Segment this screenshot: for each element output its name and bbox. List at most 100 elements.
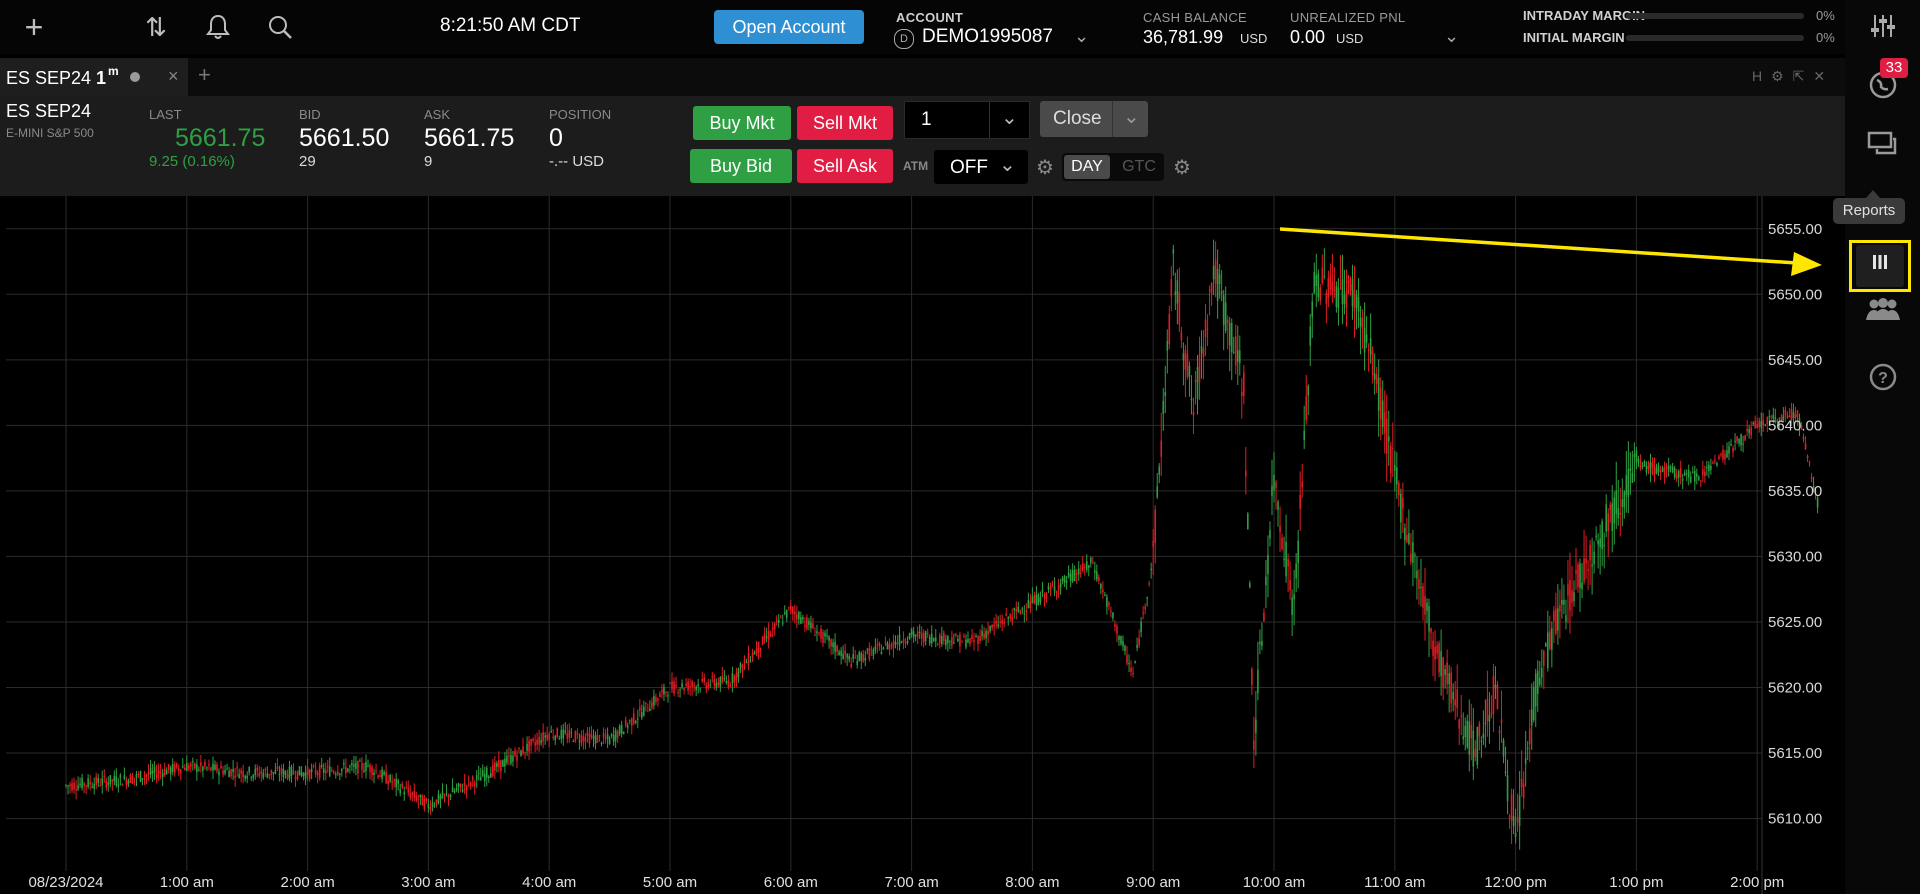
candle-body xyxy=(522,746,524,754)
users-icon[interactable] xyxy=(1845,296,1920,331)
close-chevron-down-icon[interactable]: ⌄ xyxy=(1123,106,1140,128)
candle-body xyxy=(492,765,494,776)
help-icon[interactable]: ? xyxy=(1845,362,1920,399)
account-selector[interactable]: DEMO1995087 xyxy=(922,26,1053,47)
candle-body xyxy=(842,653,844,660)
candle-body xyxy=(1673,467,1676,478)
candle-body xyxy=(1559,605,1561,612)
quantity-selector[interactable]: 1 ⌄ xyxy=(904,101,1030,139)
candle-body xyxy=(1577,564,1579,588)
candle-body xyxy=(886,642,889,650)
candle-body xyxy=(1389,446,1392,474)
price-chart[interactable]: 5655.00 5650.00 5645.00 5640.00 5635.00 5630.… xyxy=(0,196,1845,894)
window-controls-icon[interactable]: H⚙⇱✕ xyxy=(1752,68,1835,84)
candle-body xyxy=(212,763,214,771)
candle-body xyxy=(123,775,126,779)
candle-body xyxy=(1037,594,1040,605)
candle-body xyxy=(298,766,301,776)
candle-body xyxy=(1661,467,1664,472)
candle-body xyxy=(1273,474,1275,491)
candle-body xyxy=(1671,466,1674,472)
candle-body xyxy=(532,738,534,741)
candle-body xyxy=(1019,610,1022,614)
candle-body xyxy=(1238,350,1241,364)
candle-body xyxy=(351,763,353,766)
candle-body xyxy=(1446,662,1448,685)
candle-body xyxy=(308,769,311,779)
candle-body xyxy=(443,794,446,796)
candle-body xyxy=(1764,424,1767,427)
position-pnl: -.-- USD xyxy=(549,153,604,170)
candle-body xyxy=(1748,429,1750,433)
tab-es-sep24[interactable]: ES SEP24 1 m × xyxy=(0,58,188,96)
candle-body xyxy=(1567,584,1569,596)
tab-close-icon[interactable]: × xyxy=(168,66,179,86)
tif-settings-gear-icon[interactable]: ⚙ xyxy=(1173,157,1191,179)
candle-body xyxy=(1500,719,1503,723)
candle-body xyxy=(1279,525,1281,533)
candle-body xyxy=(405,787,408,789)
time-axis: 08/23/2024 1:00 am 2:00 am 3:00 am 4:00 am 5:… xyxy=(28,874,1784,891)
tif-gtc-option[interactable]: GTC xyxy=(1122,158,1156,175)
candle-body xyxy=(1112,612,1114,619)
candle-body xyxy=(759,648,762,651)
sell-ask-button[interactable]: Sell Ask xyxy=(797,149,893,183)
account-chevron-down-icon[interactable]: ⌄ xyxy=(1074,26,1090,46)
candle-body xyxy=(1353,289,1356,312)
candle-body xyxy=(280,767,283,774)
candle-body xyxy=(540,740,542,744)
tif-day-option[interactable]: DAY xyxy=(1064,155,1110,179)
candle-body xyxy=(552,736,555,738)
candle-body xyxy=(133,777,136,779)
open-account-button[interactable]: Open Account xyxy=(714,10,864,44)
candle-body xyxy=(1637,458,1640,462)
settings-sliders-icon[interactable] xyxy=(1845,12,1920,47)
sell-market-button[interactable]: Sell Mkt xyxy=(797,106,893,140)
atm-chevron-down-icon[interactable]: ⌄ xyxy=(999,154,1016,176)
candle-body xyxy=(963,635,965,637)
chat-icon[interactable] xyxy=(1845,130,1920,165)
bell-icon[interactable] xyxy=(198,0,238,59)
candle-body xyxy=(1571,589,1573,603)
candle-body xyxy=(739,663,742,668)
atm-selector[interactable]: OFF ⌄ xyxy=(934,150,1028,184)
candle-body xyxy=(926,632,929,634)
candle-body xyxy=(224,770,226,774)
candle-body xyxy=(852,654,855,659)
transfer-arrows-icon[interactable]: ⇅ xyxy=(145,12,167,42)
candle-body xyxy=(252,774,255,778)
reports-button[interactable] xyxy=(1856,245,1904,287)
candle-body xyxy=(783,612,786,614)
intraday-margin-bar xyxy=(1626,13,1804,19)
candle-body xyxy=(711,676,714,678)
close-position-button[interactable]: Close ⌄ xyxy=(1040,101,1148,137)
candle-body xyxy=(409,792,412,798)
plus-icon[interactable]: + xyxy=(24,9,44,45)
candle-body xyxy=(204,762,206,767)
candle-body xyxy=(236,767,238,769)
candle-body xyxy=(361,763,363,770)
candle-body xyxy=(1639,460,1642,469)
candle-body xyxy=(127,780,130,785)
buy-bid-button[interactable]: Buy Bid xyxy=(690,149,792,183)
candle-body xyxy=(1379,387,1382,420)
buy-market-button[interactable]: Buy Mkt xyxy=(693,106,791,140)
add-tab-icon[interactable]: + xyxy=(198,62,211,87)
pnl-chevron-down-icon[interactable]: ⌄ xyxy=(1444,26,1460,46)
candle-body xyxy=(1230,323,1233,353)
candle-body xyxy=(296,770,299,780)
candle-body xyxy=(731,673,734,684)
candle-body xyxy=(1625,475,1628,495)
search-icon[interactable] xyxy=(260,0,300,58)
candle-body xyxy=(1744,435,1746,441)
candle-body xyxy=(884,642,887,644)
candle-body xyxy=(1534,673,1537,707)
candle-body xyxy=(554,736,557,741)
candle-body xyxy=(820,628,822,639)
candle-body xyxy=(1182,353,1185,360)
quantity-chevron-down-icon[interactable]: ⌄ xyxy=(1001,107,1018,129)
candle-body xyxy=(1504,771,1507,773)
candle-body xyxy=(1470,724,1473,739)
atm-settings-gear-icon[interactable]: ⚙ xyxy=(1036,157,1054,179)
candle-body xyxy=(183,767,186,771)
